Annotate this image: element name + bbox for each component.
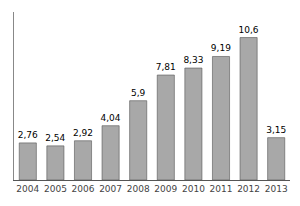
- svg-text:2012: 2012: [237, 184, 260, 194]
- svg-text:9,19: 9,19: [211, 43, 231, 53]
- svg-text:3,15: 3,15: [266, 125, 286, 135]
- svg-text:2011: 2011: [210, 184, 233, 194]
- svg-text:4,04: 4,04: [100, 113, 120, 123]
- svg-text:10,6: 10,6: [238, 25, 258, 35]
- svg-text:2,92: 2,92: [73, 128, 93, 138]
- svg-text:8,33: 8,33: [183, 55, 203, 65]
- svg-text:2005: 2005: [44, 184, 67, 194]
- svg-text:7,81: 7,81: [156, 62, 176, 72]
- svg-text:5,9: 5,9: [131, 88, 146, 98]
- svg-text:2,76: 2,76: [18, 130, 38, 140]
- svg-text:2004: 2004: [16, 184, 39, 194]
- svg-text:2010: 2010: [182, 184, 205, 194]
- svg-text:2,54: 2,54: [45, 133, 65, 143]
- svg-text:2008: 2008: [127, 184, 150, 194]
- svg-text:2009: 2009: [154, 184, 177, 194]
- svg-text:2007: 2007: [99, 184, 122, 194]
- svg-text:2006: 2006: [72, 184, 95, 194]
- svg-text:2013: 2013: [265, 184, 288, 194]
